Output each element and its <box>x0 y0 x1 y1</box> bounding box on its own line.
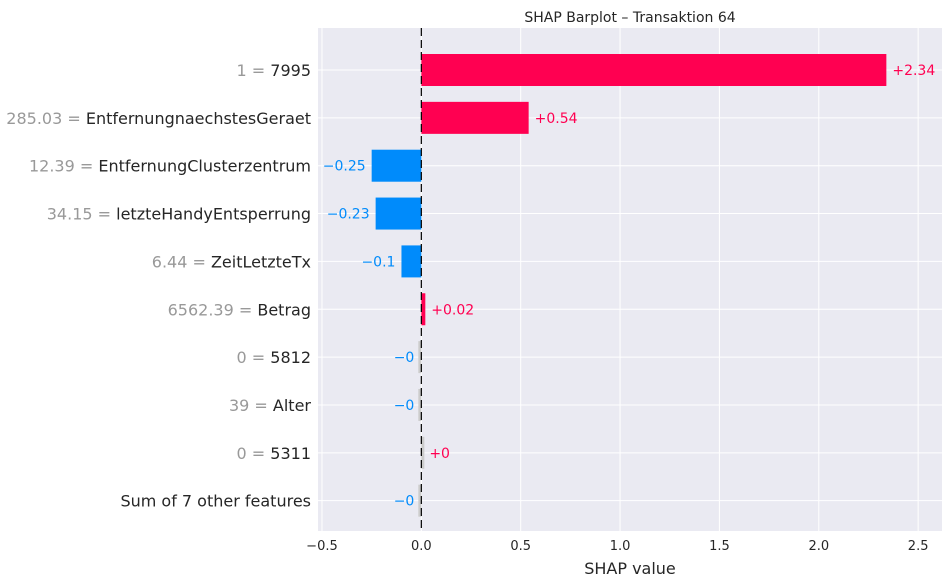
feature-label: 12.39 = EntfernungClusterzentrum <box>29 157 311 176</box>
feature-value: 6.44 = <box>152 252 211 271</box>
bar <box>371 149 422 182</box>
bar-value-label: −0.25 <box>323 159 366 175</box>
feature-label: 0 = 5311 <box>237 444 311 463</box>
feature-name: letzteHandyEntsperrung <box>116 205 311 224</box>
feature-value: 285.03 = <box>6 109 86 128</box>
feature-label: 34.15 = letzteHandyEntsperrung <box>47 205 311 224</box>
x-axis-label: SHAP value <box>584 559 676 578</box>
feature-label: 285.03 = EntfernungnaechstesGeraet <box>6 109 311 128</box>
bar <box>375 197 422 230</box>
x-tick-label: 1.5 <box>709 539 730 554</box>
x-tick-label: 0.0 <box>411 539 432 554</box>
bar-value-label: +0 <box>429 446 450 462</box>
feature-labels: 1 = 7995 285.03 = EntfernungnaechstesGera… <box>6 61 311 511</box>
bars: +2.34 +0.54 −0.25 −0.23 −0.1 +0.02 −0 −0 +0 −0 <box>323 54 935 517</box>
bar-value-label: +0.02 <box>431 302 474 318</box>
feature-label: 0 = 5812 <box>237 348 311 367</box>
feature-name: EntfernungnaechstesGeraet <box>86 109 311 128</box>
x-tick-label: 2.0 <box>808 539 829 554</box>
bar <box>421 54 887 86</box>
feature-name: EntfernungClusterzentrum <box>98 157 311 176</box>
x-tick-labels: −0.5 0.0 0.5 1.0 1.5 2.0 2.5 <box>306 539 928 554</box>
x-tick-label: −0.5 <box>306 539 338 554</box>
bar <box>421 436 425 469</box>
bar <box>418 388 422 421</box>
bar-value-label: +2.34 <box>892 63 935 79</box>
bar-value-label: −0 <box>394 398 415 414</box>
bar <box>401 245 422 278</box>
feature-value: 12.39 = <box>29 157 98 176</box>
bar <box>418 341 422 374</box>
feature-label: 6.44 = ZeitLetzteTx <box>152 252 311 271</box>
feature-label: Sum of 7 other features <box>120 492 311 511</box>
feature-value: 0 = <box>237 444 271 463</box>
feature-label: 39 = Alter <box>229 396 311 415</box>
bar-value-label: −0 <box>394 494 415 510</box>
feature-name: 5311 <box>270 444 311 463</box>
feature-name: Betrag <box>257 300 311 319</box>
feature-value: 34.15 = <box>47 205 116 224</box>
bar <box>421 101 529 134</box>
bar-value-label: −0.1 <box>361 254 395 270</box>
gridlines <box>318 28 942 531</box>
bar-value-label: −0.23 <box>327 207 370 223</box>
feature-name: Alter <box>273 396 312 415</box>
feature-name: ZeitLetzteTx <box>211 252 311 271</box>
feature-value: 6562.39 = <box>168 300 258 319</box>
feature-value: 39 = <box>229 396 273 415</box>
plot-area <box>318 28 942 531</box>
bar <box>418 484 422 517</box>
bar-value-label: −0 <box>394 350 415 366</box>
x-tick-label: 2.5 <box>908 539 929 554</box>
bar-value-label: +0.54 <box>535 111 578 127</box>
feature-label: 1 = 7995 <box>237 61 311 80</box>
bar <box>421 293 426 326</box>
feature-value: 0 = <box>237 348 271 367</box>
x-tick-label: 0.5 <box>510 539 531 554</box>
feature-name: 5812 <box>270 348 311 367</box>
chart-title: SHAP Barplot – Transaktion 64 <box>524 10 735 26</box>
feature-label: 6562.39 = Betrag <box>168 300 311 319</box>
feature-name: Sum of 7 other features <box>120 492 311 511</box>
feature-name: 7995 <box>270 61 311 80</box>
x-tick-label: 1.0 <box>610 539 631 554</box>
feature-value: 1 = <box>237 61 271 80</box>
